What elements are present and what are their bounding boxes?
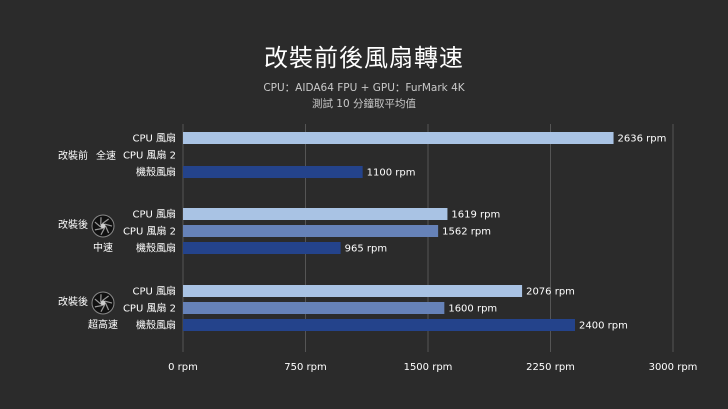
bar xyxy=(183,319,575,331)
fan-blade xyxy=(94,298,102,305)
fan-blade xyxy=(102,218,109,225)
x-tick-label: 1500 rpm xyxy=(404,362,453,373)
group-sublabel: 超高速 xyxy=(88,318,118,331)
data-label: 965 rpm xyxy=(345,244,387,255)
category-label: 機殼風扇 xyxy=(136,242,176,255)
bar xyxy=(183,285,523,297)
data-label: 2076 rpm xyxy=(526,287,575,298)
data-label: 1600 rpm xyxy=(448,304,497,315)
fan-blade xyxy=(100,227,106,236)
fan-hub xyxy=(100,300,106,306)
data-label: 1100 rpm xyxy=(367,168,416,179)
fan-hub xyxy=(100,223,106,229)
category-label: CPU 風扇 2 xyxy=(123,302,176,315)
chart-title: 改裝前後風扇轉速 xyxy=(264,44,464,72)
category-label: CPU 風扇 2 xyxy=(123,149,176,162)
fan-blade xyxy=(104,302,110,311)
group-label: 改裝後 xyxy=(58,295,88,308)
bar xyxy=(183,225,439,237)
category-label: 機殼風扇 xyxy=(136,166,176,179)
data-label: 2400 rpm xyxy=(579,321,628,332)
data-label: 1562 rpm xyxy=(442,227,491,238)
category-label: 機殼風扇 xyxy=(136,319,176,332)
bar xyxy=(183,132,614,144)
x-tick-label: 3000 rpm xyxy=(649,362,698,373)
bar xyxy=(183,242,341,254)
x-tick-label: 2250 rpm xyxy=(526,362,575,373)
data-label: 1619 rpm xyxy=(451,210,500,221)
group-sublabel: 中速 xyxy=(93,241,113,254)
bar xyxy=(183,208,448,220)
fan-blade xyxy=(94,304,103,308)
category-label: CPU 風扇 xyxy=(132,285,176,298)
fan-blade xyxy=(94,227,103,231)
group-label: 改裝後 xyxy=(58,218,88,231)
category-label: CPU 風扇 xyxy=(132,208,176,221)
category-label: CPU 風扇 2 xyxy=(123,225,176,238)
fan-blade xyxy=(104,223,113,227)
x-tick-label: 750 rpm xyxy=(284,362,326,373)
fan-blade xyxy=(104,300,113,304)
category-label: CPU 風扇 xyxy=(132,132,176,145)
chart-subtitle-line2: 測試 10 分鐘取平均值 xyxy=(311,98,417,110)
fan-blade xyxy=(104,225,110,234)
data-label: 2636 rpm xyxy=(618,134,667,145)
fan-blade xyxy=(94,221,102,228)
x-tick-label: 0 rpm xyxy=(168,362,198,373)
chart-subtitle-line1: CPU：AIDA64 FPU + GPU：FurMark 4K xyxy=(263,82,465,94)
group-label-mode: 全速 xyxy=(96,149,116,162)
fan-blade xyxy=(100,304,106,313)
fan-blade xyxy=(102,295,109,302)
group-label: 改裝前 xyxy=(58,149,88,162)
bar xyxy=(183,166,363,178)
bar xyxy=(183,302,445,314)
